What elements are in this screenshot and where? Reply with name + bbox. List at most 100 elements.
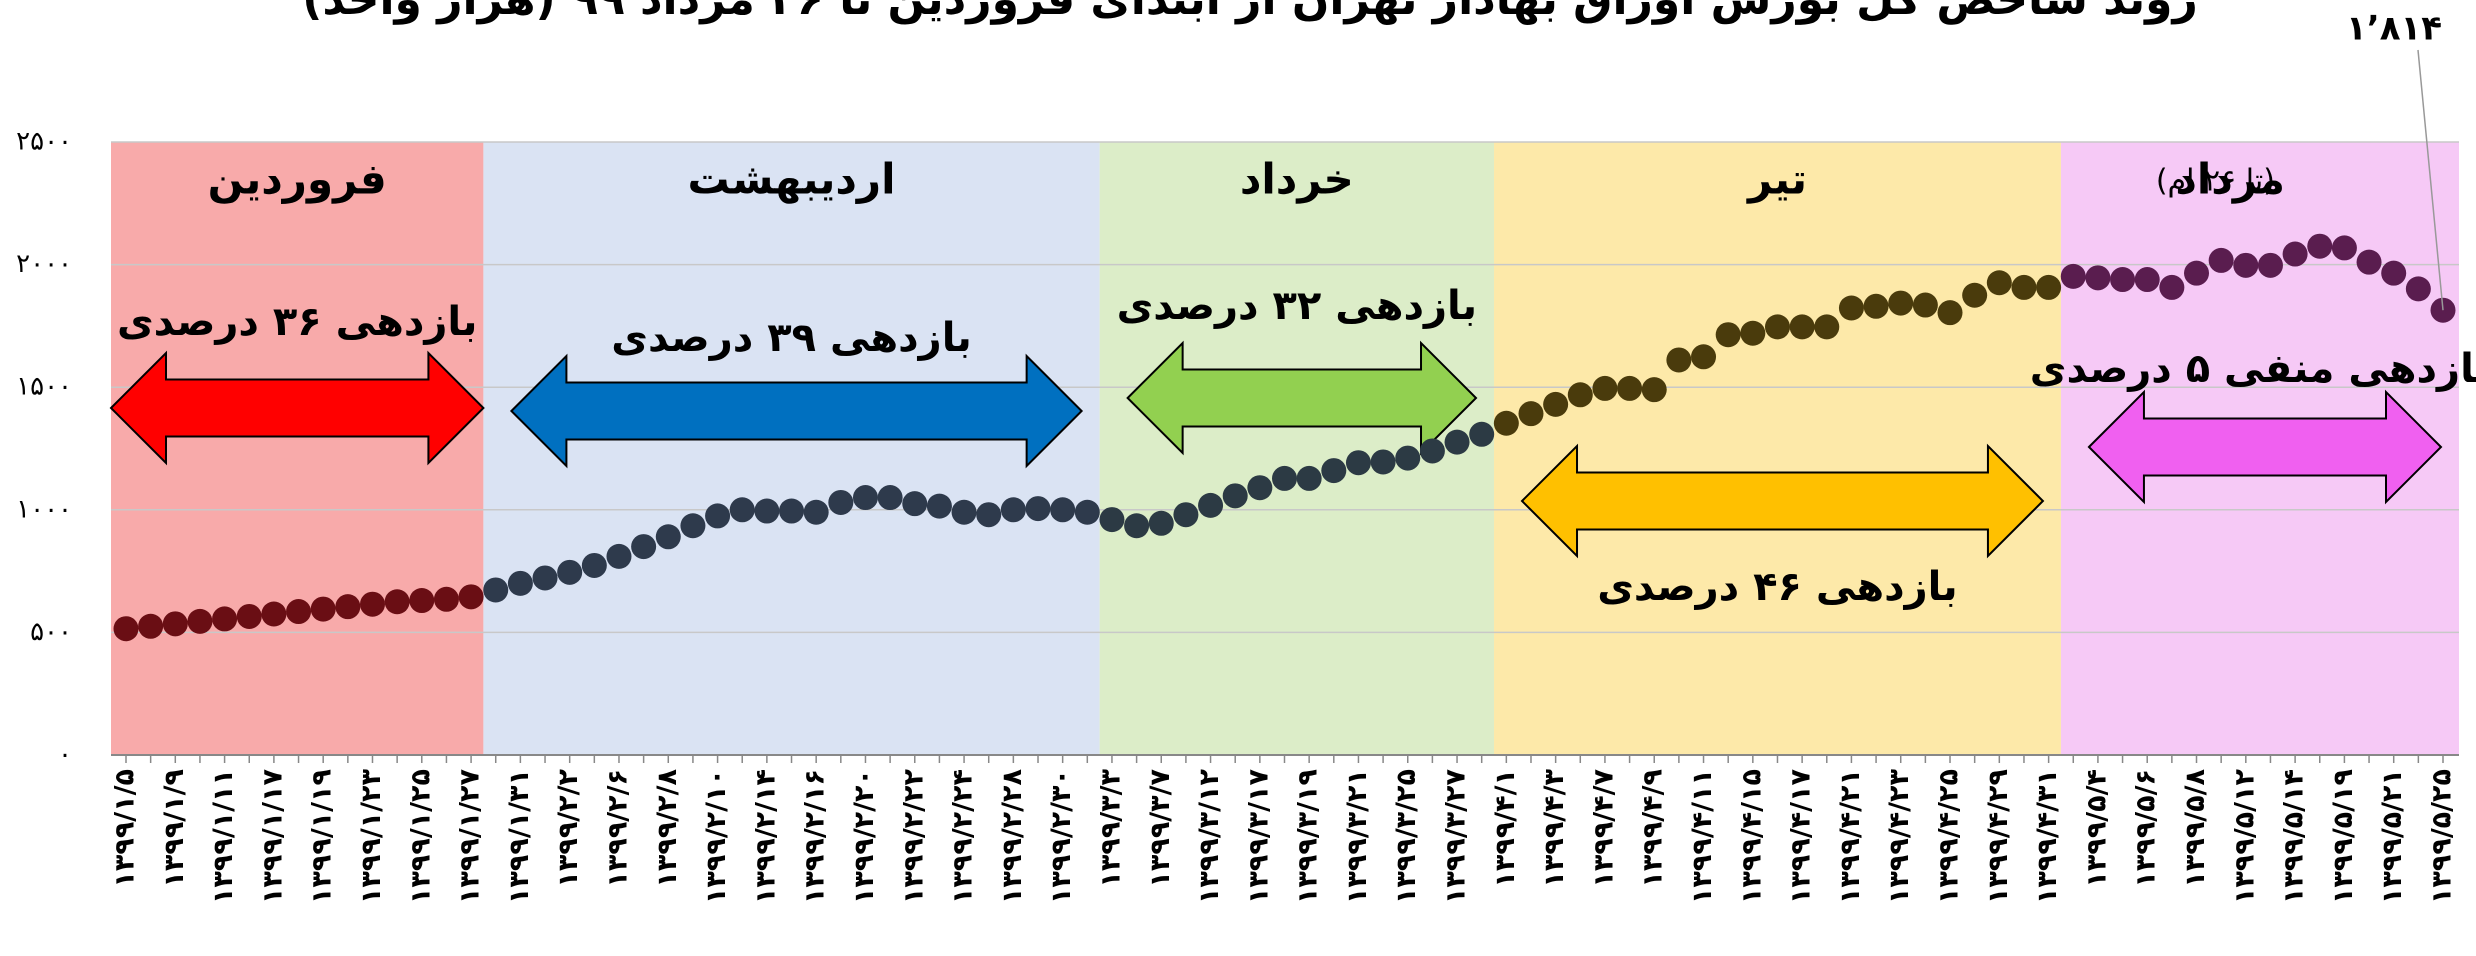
data-point	[877, 485, 903, 511]
data-point	[926, 493, 952, 519]
x-tick-label: ۱۳۹۹/۵/۸	[2180, 768, 2211, 887]
data-point	[2060, 263, 2086, 289]
x-tick-label: ۱۳۹۹/۲/۱۶	[800, 769, 831, 904]
data-point	[1272, 465, 1297, 491]
data-point	[1395, 445, 1421, 471]
return-arrow	[1520, 443, 2045, 559]
data-point	[631, 534, 657, 560]
return-arrow	[509, 353, 1084, 469]
x-tick-label: ۱۳۹۹/۳/۲۵	[1391, 769, 1422, 904]
data-point	[1247, 475, 1273, 501]
return-label: بازدهی ۳۹ درصدی	[611, 315, 971, 361]
data-point	[2036, 274, 2062, 300]
data-point	[1321, 458, 1347, 484]
return-label: بازدهی منفی ۵ درصدی	[2030, 346, 2476, 392]
data-point	[1543, 391, 1569, 417]
data-point	[2356, 249, 2382, 275]
data-point	[2159, 274, 2185, 300]
data-point	[1198, 492, 1224, 518]
data-point	[1863, 293, 1889, 319]
data-point	[1764, 314, 1790, 340]
data-point	[2110, 267, 2136, 293]
data-point	[1099, 507, 1125, 533]
data-point	[2381, 260, 2407, 286]
data-point	[557, 559, 583, 585]
x-tick-label: ۱۳۹۹/۴/۳۱	[2032, 769, 2063, 904]
data-point	[1567, 382, 1593, 408]
region-name: فروردین	[208, 155, 387, 205]
data-point	[236, 603, 262, 629]
region-name: تیر	[1746, 155, 1807, 205]
region-note: (تا ۲۶ ام)	[2156, 164, 2275, 199]
data-point	[162, 611, 188, 637]
x-tick-label: ۱۳۹۹/۴/۱	[1490, 769, 1521, 888]
region-name: اردیبهشت	[688, 155, 896, 205]
x-tick-label: ۱۳۹۹/۳/۱۲	[1194, 768, 1225, 904]
data-point	[1148, 510, 1174, 536]
x-tick-label: ۱۳۹۹/۱/۲۳	[356, 768, 387, 904]
x-tick-label: ۱۳۹۹/۳/۲۱	[1342, 769, 1373, 904]
data-point	[2233, 252, 2259, 278]
x-tick-label: ۱۳۹۹/۲/۸	[652, 768, 683, 887]
x-tick-label: ۱۳۹۹/۲/۲۰	[849, 769, 880, 904]
x-tick-label: ۱۳۹۹/۵/۴	[2081, 769, 2112, 888]
data-point	[310, 596, 336, 622]
x-tick-label: ۱۳۹۹/۴/۲۵	[1934, 769, 1965, 904]
data-point	[2011, 274, 2037, 300]
data-point	[532, 565, 558, 591]
return-arrow	[2087, 389, 2443, 505]
data-point	[729, 497, 755, 523]
region-band	[1494, 142, 2061, 755]
data-point	[1296, 465, 1322, 491]
x-tick-label: ۱۳۹۹/۱/۲۵	[405, 769, 436, 904]
data-point	[1962, 282, 1988, 308]
data-point	[1986, 270, 2012, 296]
x-tick-label: ۱۳۹۹/۱/۲۷	[455, 768, 486, 904]
x-tick-label: ۱۳۹۹/۱/۵	[110, 769, 141, 888]
data-point	[655, 524, 681, 550]
x-tick-label: ۱۳۹۹/۲/۲۴	[948, 769, 979, 904]
x-tick-label: ۱۳۹۹/۱/۱۹	[307, 769, 338, 904]
data-point	[1370, 449, 1396, 475]
x-tick-label: ۱۳۹۹/۳/۲۷	[1441, 768, 1472, 904]
data-point	[113, 616, 139, 642]
data-point	[2257, 252, 2283, 278]
data-point	[1050, 497, 1076, 523]
x-tick-label: ۱۳۹۹/۴/۲۹	[1983, 769, 2014, 904]
x-tick-label: ۱۳۹۹/۵/۶	[2131, 769, 2162, 888]
data-point	[2208, 247, 2234, 273]
data-point	[1814, 314, 1840, 340]
data-point	[1124, 513, 1150, 539]
data-point	[187, 608, 213, 634]
data-point	[1173, 502, 1199, 528]
data-point	[1666, 347, 1692, 373]
data-point	[1789, 314, 1815, 340]
data-point	[1025, 496, 1051, 522]
data-point	[2282, 241, 2308, 267]
x-tick-label: ۱۳۹۹/۲/۱۰	[701, 769, 732, 904]
data-point	[976, 502, 1002, 528]
data-label: ۱٬۸۱۴	[2346, 9, 2442, 49]
y-tick-label: ۱۰۰۰	[16, 494, 72, 524]
data-point	[1000, 497, 1026, 523]
y-tick-label: ۵۰۰	[30, 617, 72, 647]
x-tick-label: ۱۳۹۹/۴/۹	[1638, 769, 1669, 888]
x-tick-label: ۱۳۹۹/۴/۱۷	[1786, 768, 1817, 904]
region-name: مرداد	[2175, 155, 2285, 205]
data-point	[1074, 499, 1100, 525]
x-tick-label: ۱۳۹۹/۲/۶	[602, 769, 633, 888]
region-band	[483, 142, 1100, 755]
x-tick-label: ۱۳۹۹/۵/۲۱	[2377, 769, 2408, 904]
y-tick-label: ۰	[58, 740, 72, 770]
x-tick-label: ۱۳۹۹/۲/۳۰	[1046, 769, 1077, 904]
data-point	[212, 606, 238, 632]
data-point	[2331, 235, 2357, 261]
x-tick-label: ۱۳۹۹/۳/۱۹	[1293, 769, 1324, 904]
data-point	[951, 499, 977, 525]
data-point	[1493, 410, 1519, 436]
data-point	[754, 498, 780, 524]
x-tick-label: ۱۳۹۹/۱/۹	[159, 769, 190, 888]
data-point	[138, 613, 164, 639]
region-name: خرداد	[1240, 155, 1354, 205]
